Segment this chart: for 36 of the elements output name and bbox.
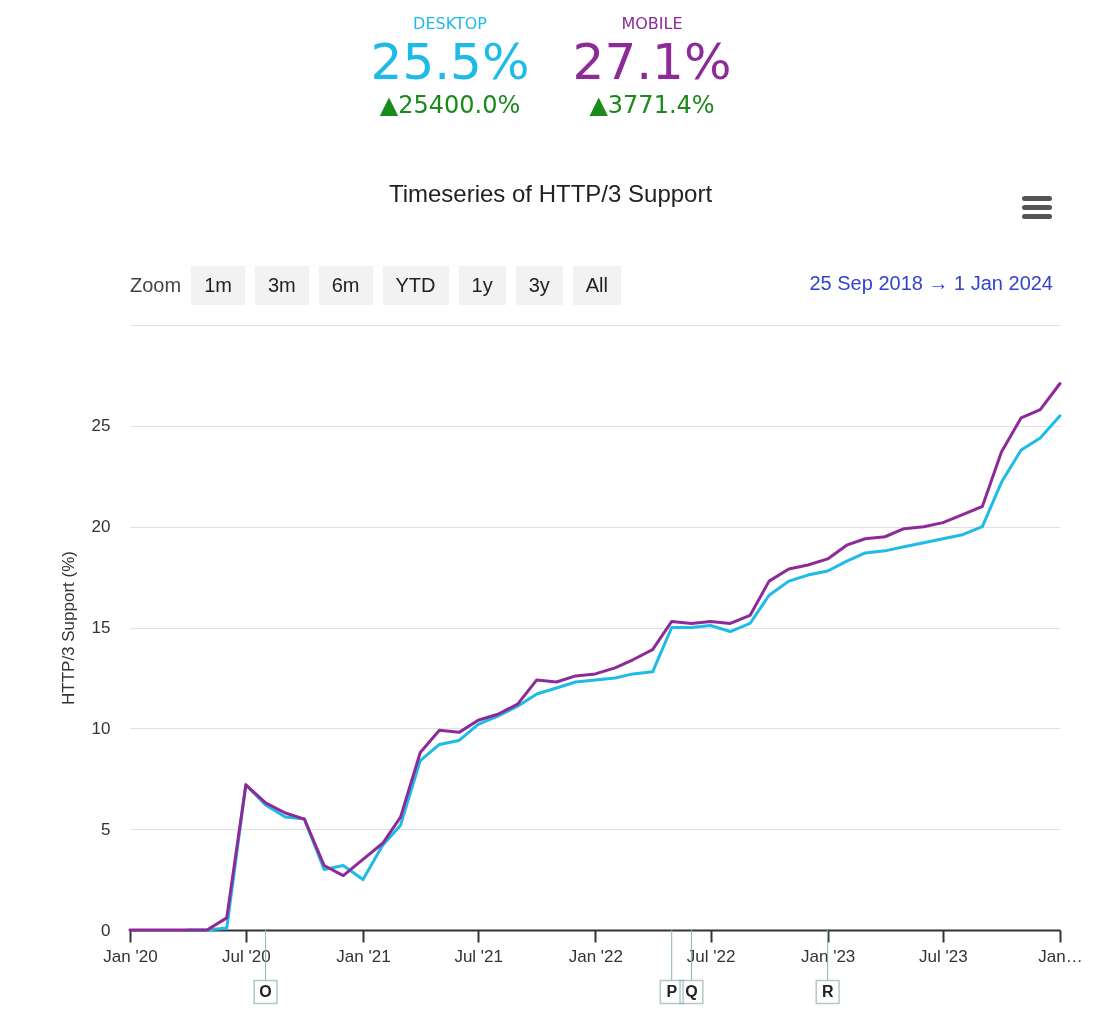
x-tick-label: Jul '21 — [454, 946, 503, 966]
x-tick-label: Jan '21 — [336, 946, 391, 966]
x-tick-label: Jan '22 — [568, 946, 623, 966]
text: 1y — [458, 265, 506, 305]
text: All — [572, 265, 621, 305]
y-axis-title: HTTP/3 Support (%) — [58, 551, 78, 705]
text: 6m — [318, 265, 373, 305]
text: 3y — [515, 265, 563, 305]
text: 3m — [254, 265, 309, 305]
text: 25 Sep 2018 → 1 Jan 2024 — [809, 272, 1053, 294]
y-tick-label: 10 — [91, 718, 111, 738]
text: YTD — [382, 265, 449, 305]
x-tick-label: Jan… — [1038, 946, 1083, 966]
text: 1m — [191, 265, 245, 305]
y-tick-label: 15 — [91, 618, 111, 637]
text: DESKTOP — [412, 14, 488, 33]
y-tick-label: 5 — [101, 819, 111, 839]
text: Zoom — [130, 273, 182, 297]
y-tick-label: 25 — [91, 416, 111, 436]
text: ▲25400.0% — [378, 91, 522, 119]
text: 25.5% — [369, 33, 531, 91]
ref-line-label: Q — [685, 983, 698, 1000]
y-tick-label: 20 — [91, 517, 111, 537]
text: 27.1% — [571, 33, 733, 91]
text: MOBILE — [620, 14, 684, 33]
x-tick-label: Jul '20 — [222, 946, 271, 966]
x-tick-label: Jan '20 — [103, 946, 158, 966]
x-tick-label: Jul '23 — [919, 946, 968, 966]
ref-line-label: P — [666, 983, 678, 1000]
chart-title: Timeseries of HTTP/3 Support — [387, 180, 714, 208]
ref-line-label: R — [821, 983, 834, 1000]
ref-line-label: O — [259, 983, 272, 1000]
x-tick-label: Jan '23 — [801, 946, 856, 966]
x-tick-label: Jul '22 — [686, 946, 736, 966]
text: ▲3771.4% — [588, 91, 716, 119]
y-tick-label: 0 — [101, 920, 111, 940]
